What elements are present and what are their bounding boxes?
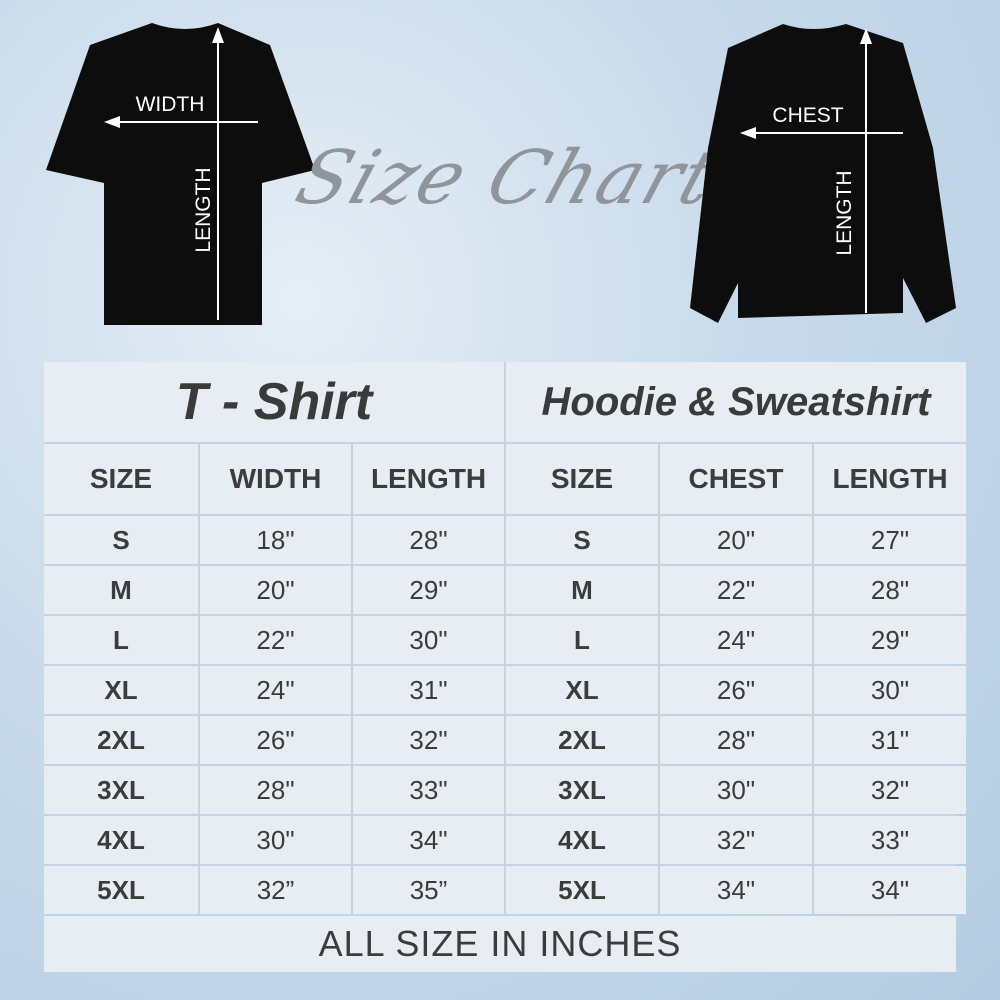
size-cell: M [506,566,658,614]
length-label: LENGTH [833,170,856,255]
col-header: CHEST [660,444,812,514]
size-cell: 4XL [44,816,198,864]
size-cell: 2XL [44,716,198,764]
col-header: WIDTH [200,444,351,514]
sweatshirt-icon [690,24,956,323]
measurement-cell: 24" [660,616,812,664]
measurement-cell: 27" [814,516,966,564]
length-label: LENGTH [192,167,215,252]
measurement-cell: 30" [353,616,504,664]
measurement-cell: 24" [200,666,351,714]
measurement-cell: 33" [814,816,966,864]
measurement-cell: 28" [353,516,504,564]
measurement-cell: 22" [200,616,351,664]
size-cell: XL [44,666,198,714]
width-label: WIDTH [136,93,205,116]
measurement-cell: 28" [814,566,966,614]
measurement-cell: 30" [200,816,351,864]
size-chart-title: Size Chart [286,135,729,221]
size-cell: XL [506,666,658,714]
tshirt-diagram: WIDTH LENGTH [46,23,315,325]
size-cell: L [44,616,198,664]
measurement-cell: 32" [353,716,504,764]
measurement-cell: 18" [200,516,351,564]
measurement-cell: 20" [660,516,812,564]
measurement-cell: 32" [814,766,966,814]
measurement-cell: 32” [200,866,351,914]
size-cell: M [44,566,198,614]
col-header: SIZE [44,444,198,514]
size-cell: 3XL [44,766,198,814]
size-cell: S [506,516,658,564]
sweatshirt-diagram: CHEST LENGTH [690,24,956,323]
measurement-cell: 35” [353,866,504,914]
measurement-cell: 30" [660,766,812,814]
size-table: T - Shirt Hoodie & Sweatshirt SIZE WIDTH… [44,362,966,972]
tshirt-section-title: T - Shirt [44,362,504,442]
measurement-cell: 34" [814,866,966,914]
measurement-cell: 34" [660,866,812,914]
measurement-cell: 28" [200,766,351,814]
size-cell: 4XL [506,816,658,864]
measurement-cell: 22" [660,566,812,614]
col-header: LENGTH [353,444,504,514]
size-cell: S [44,516,198,564]
measurement-cell: 20" [200,566,351,614]
size-cell: 3XL [506,766,658,814]
measurement-cell: 30" [814,666,966,714]
table-footer-note: ALL SIZE IN INCHES [44,916,956,972]
tshirt-icon [46,23,315,325]
chest-label: CHEST [772,104,843,127]
size-cell: L [506,616,658,664]
measurement-cell: 34" [353,816,504,864]
hoodie-section-title: Hoodie & Sweatshirt [506,362,966,442]
col-header: LENGTH [814,444,966,514]
measurement-cell: 33" [353,766,504,814]
measurement-cell: 32" [660,816,812,864]
measurement-cell: 26" [200,716,351,764]
size-cell: 5XL [44,866,198,914]
measurement-cell: 26" [660,666,812,714]
measurement-cell: 31" [353,666,504,714]
measurement-cell: 29" [353,566,504,614]
measurement-cell: 29" [814,616,966,664]
size-cell: 5XL [506,866,658,914]
measurement-cell: 28" [660,716,812,764]
measurement-cell: 31" [814,716,966,764]
col-header: SIZE [506,444,658,514]
size-cell: 2XL [506,716,658,764]
